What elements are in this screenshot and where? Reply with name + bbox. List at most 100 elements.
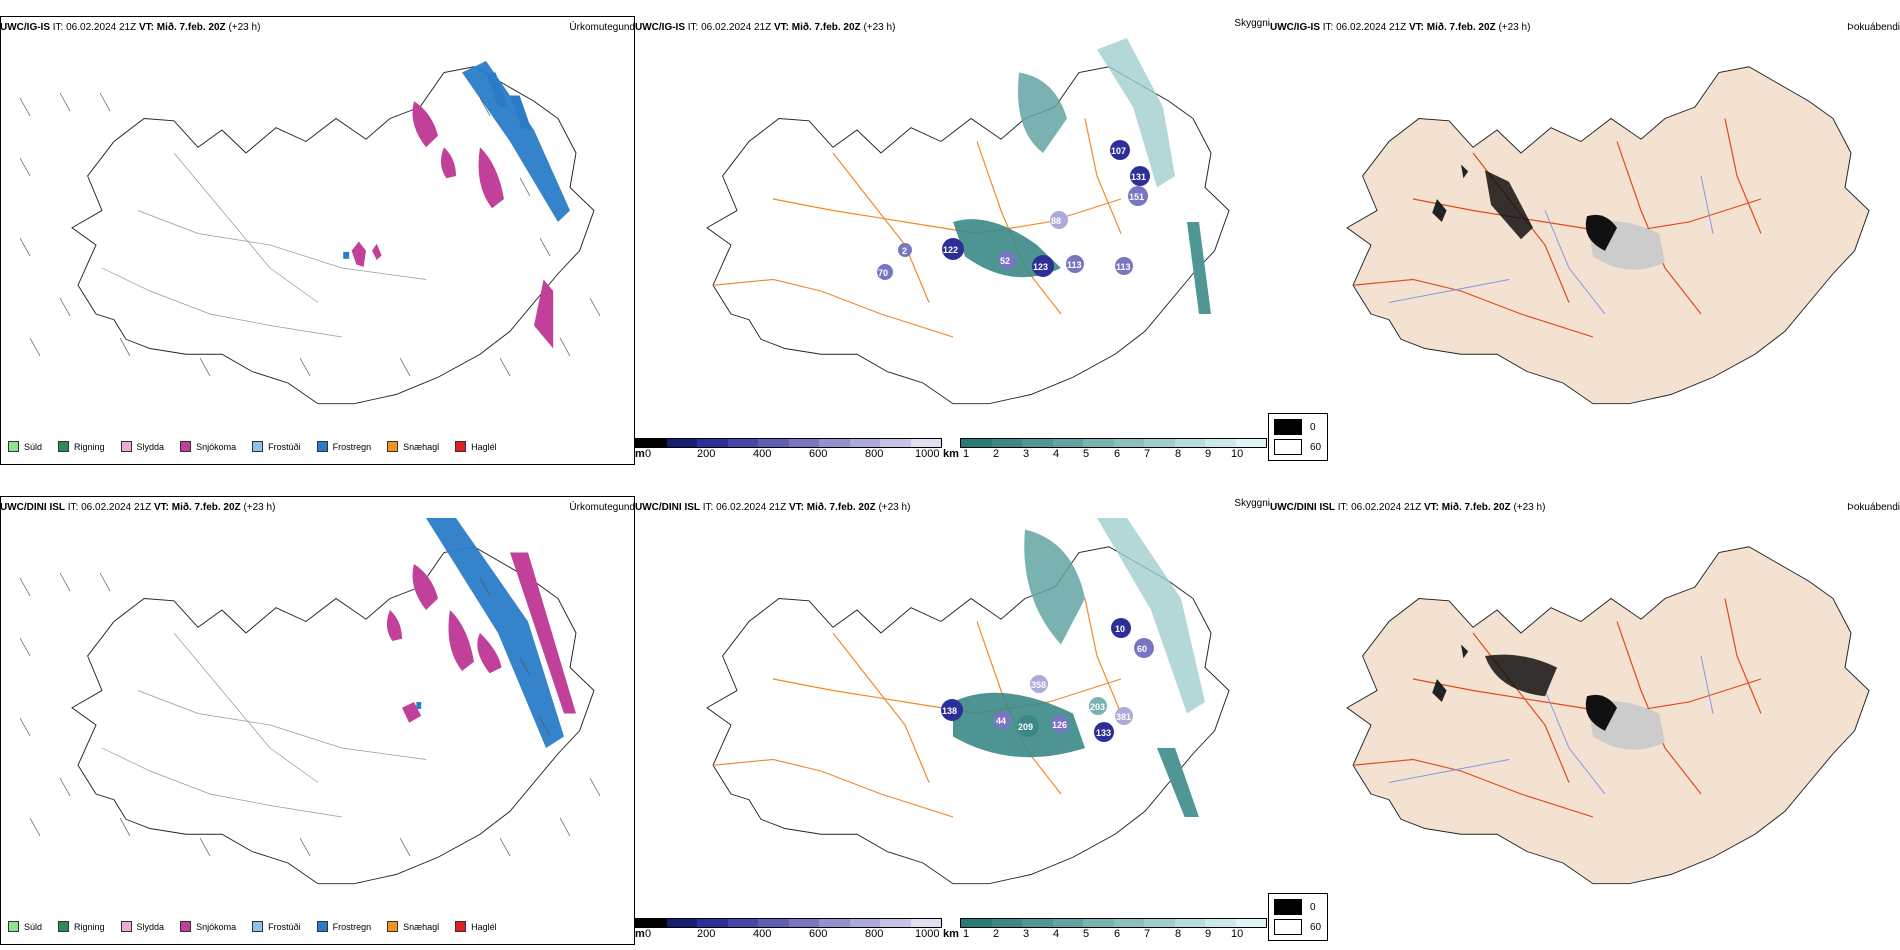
ceiling-colorbar <box>635 438 942 448</box>
legend-swatch <box>180 441 192 452</box>
legend-swatch <box>316 921 328 932</box>
valid-time: VT: Mið. 7.feb. 20Z <box>1423 502 1511 513</box>
panel-title: Skyggni <box>1234 18 1270 29</box>
legend-swatch <box>120 921 132 932</box>
fog-legend-label: 0 <box>1310 901 1316 913</box>
legend-label: Haglél <box>471 921 497 932</box>
legend-label: Snæhagl <box>403 441 440 452</box>
fog-legend-label: 0 <box>1310 421 1316 433</box>
lead-time: (+23 h) <box>1513 502 1546 513</box>
legend-swatch <box>252 921 264 932</box>
legend-item: Frostúði <box>252 441 301 452</box>
legend-label: Súld <box>24 921 43 932</box>
legend-label: Snjókoma <box>196 921 237 932</box>
model-name: UWC/IG-IS <box>1270 22 1320 33</box>
legend-item: Slydda <box>120 441 165 452</box>
ceiling-label: 381 <box>1116 712 1131 722</box>
panel-title: Skyggni <box>1234 498 1270 509</box>
lead-time: (+23 h) <box>863 22 896 33</box>
panel-title: Úrkomutegund <box>569 502 635 513</box>
lead-time: (+23 h) <box>878 502 911 513</box>
legend-label: Rigning <box>74 921 105 932</box>
map-frame <box>0 496 635 945</box>
panel-header: UWC/DINI ISL IT: 06.02.2024 21Z VT: Mið.… <box>0 502 275 513</box>
precip-legend: Súld Rigning Slydda Snjókoma Frostúði Fr… <box>8 921 497 932</box>
legend-item: Frostúði <box>252 921 301 932</box>
ceiling-label: 88 <box>1051 216 1061 226</box>
map-frame <box>0 16 635 465</box>
init-time: IT: 06.02.2024 21Z <box>1322 22 1407 33</box>
legend-item: Haglél <box>455 921 497 932</box>
precip-map <box>19 518 601 885</box>
lead-time: (+23 h) <box>228 22 261 33</box>
init-time: IT: 06.02.2024 21Z <box>687 22 772 33</box>
model-name: UWC/IG-IS <box>0 22 50 33</box>
ceiling-label: 70 <box>878 268 888 278</box>
panel-header: UWC/IG-IS IT: 06.02.2024 21Z VT: Mið. 7.… <box>0 22 260 33</box>
model-name: UWC/DINI ISL <box>635 502 700 513</box>
ceiling-label: 113 <box>1067 260 1082 270</box>
ceiling-label: 203 <box>1090 702 1105 712</box>
ceiling-colorbar <box>635 918 942 928</box>
visibility-panel-top: UWC/IG-IS IT: 06.02.2024 21Z VT: Mið. 7.… <box>635 0 1270 470</box>
valid-time: VT: Mið. 7.feb. 20Z <box>788 502 876 513</box>
legend-swatch <box>8 921 19 932</box>
ceiling-label: 107 <box>1111 146 1126 156</box>
ceiling-label: 123 <box>1033 262 1048 272</box>
legend-swatch <box>316 441 328 452</box>
legend-item: Snæhagl <box>387 441 439 452</box>
fog-legend: 0 60 <box>1268 893 1328 941</box>
legend-label: Haglél <box>471 441 497 452</box>
ceiling-label: 44 <box>996 716 1006 726</box>
legend-item: Slydda <box>120 921 165 932</box>
fog-map <box>1346 66 1870 405</box>
visibility-colorbar <box>960 438 1267 448</box>
fog-legend-label: 60 <box>1310 921 1322 933</box>
precip-type-panel-bottom: UWC/DINI ISL IT: 06.02.2024 21Z VT: Mið.… <box>0 480 635 950</box>
visibility-map: 107 131 151 88 122 123 52 113 113 70 2 <box>706 38 1230 405</box>
panel-header: UWC/IG-IS IT: 06.02.2024 21Z VT: Mið. 7.… <box>1270 22 1530 33</box>
panel-header: UWC/DINI ISL IT: 06.02.2024 21Z VT: Mið.… <box>635 502 910 513</box>
legend-label: Snjókoma <box>196 441 237 452</box>
legend-swatch <box>8 441 19 452</box>
ceiling-label: 133 <box>1096 728 1111 738</box>
legend-label: Slydda <box>136 441 165 452</box>
visibility-unit: km <box>943 448 959 460</box>
fog-panel-top: UWC/IG-IS IT: 06.02.2024 21Z VT: Mið. 7.… <box>1270 0 1900 470</box>
legend-item: Rigning <box>58 921 105 932</box>
ceiling-label: 358 <box>1031 680 1046 690</box>
legend-item: Snjókoma <box>180 441 236 452</box>
legend-label: Frostúði <box>268 441 301 452</box>
legend-label: Súld <box>24 441 43 452</box>
lead-time: (+23 h) <box>1498 22 1531 33</box>
precip-legend: Súld Rigning Slydda Snjókoma Frostúði Fr… <box>8 441 497 452</box>
fog-legend: 0 60 <box>1268 413 1328 461</box>
legend-item: Súld <box>8 921 42 932</box>
ceiling-unit: m <box>635 448 645 460</box>
ceiling-label: 60 <box>1137 644 1147 654</box>
legend-label: Frostregn <box>332 921 372 932</box>
init-time: IT: 06.02.2024 21Z <box>67 502 152 513</box>
model-name: UWC/IG-IS <box>635 22 685 33</box>
legend-item: Snæhagl <box>387 921 439 932</box>
legend-swatch <box>387 441 399 452</box>
visibility-panel-bottom: UWC/DINI ISL IT: 06.02.2024 21Z VT: Mið.… <box>635 480 1270 950</box>
legend-item: Frostregn <box>316 441 372 452</box>
init-time: IT: 06.02.2024 21Z <box>702 502 787 513</box>
lead-time: (+23 h) <box>243 502 276 513</box>
ceiling-label: 126 <box>1052 720 1067 730</box>
legend-label: Frostregn <box>332 441 372 452</box>
ceiling-unit: m <box>635 928 645 940</box>
legend-item: Rigning <box>58 441 105 452</box>
legend-swatch <box>252 441 264 452</box>
legend-label: Slydda <box>136 921 165 932</box>
valid-time: VT: Mið. 7.feb. 20Z <box>1408 22 1496 33</box>
panel-title: Þokuábendi <box>1847 22 1900 33</box>
ceiling-label: 52 <box>1000 256 1010 266</box>
model-name: UWC/DINI ISL <box>0 502 65 513</box>
ceiling-label: 138 <box>942 706 957 716</box>
ceiling-label: 151 <box>1129 192 1144 202</box>
legend-item: Haglél <box>455 441 497 452</box>
visibility-map: 10 60 138 358 44 209 126 203 133 381 <box>706 518 1230 885</box>
row-1: UWC/IG-IS IT: 06.02.2024 21Z VT: Mið. 7.… <box>0 0 1900 470</box>
